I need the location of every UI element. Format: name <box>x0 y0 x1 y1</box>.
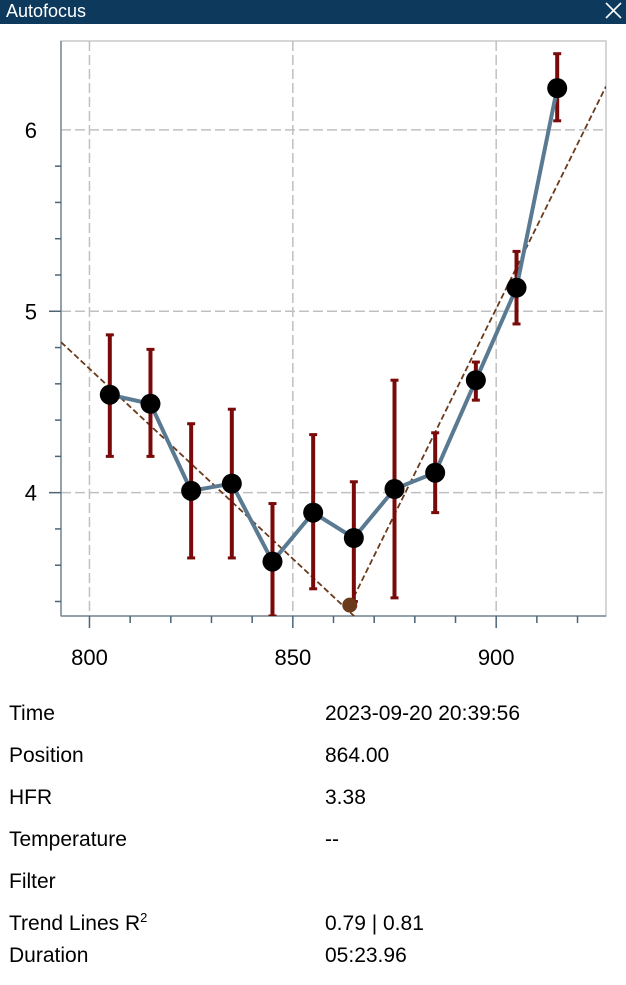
r2-superscript: 2 <box>140 910 148 925</box>
data-point <box>384 479 405 500</box>
minimum-point <box>342 597 358 613</box>
temperature-value: -- <box>325 828 339 851</box>
time-value: 2023-09-20 20:39:56 <box>325 702 520 725</box>
data-point <box>506 277 527 298</box>
title-bar: Autofocus <box>0 0 626 24</box>
data-point <box>262 551 283 572</box>
trend-lines-r2-value: 0.79 | 0.81 <box>325 912 424 935</box>
hfr-label: HFR <box>9 786 53 809</box>
trend-lines-label-text: Trend Lines R <box>9 912 141 935</box>
close-icon[interactable] <box>602 0 624 22</box>
y-tick-label: 4 <box>25 481 37 506</box>
data-point <box>221 473 242 494</box>
data-point <box>343 528 364 549</box>
x-tick-label: 900 <box>478 645 515 670</box>
data-point <box>547 78 568 99</box>
y-tick-label: 6 <box>25 118 37 143</box>
time-label: Time <box>9 702 55 725</box>
x-tick-label: 850 <box>274 645 311 670</box>
y-tick-label: 5 <box>25 299 37 324</box>
trend-lines-r2-label: Trend Lines R2 <box>9 911 147 937</box>
data-point <box>140 393 161 414</box>
plot-content <box>61 52 606 616</box>
right-trend-line <box>348 85 606 606</box>
plot-frame <box>60 40 607 617</box>
window-title: Autofocus <box>6 1 87 21</box>
data-point <box>303 502 324 523</box>
data-point <box>181 480 202 501</box>
duration-value: 05:23.96 <box>325 944 407 967</box>
autofocus-chart: 800 850 900 4 5 6 <box>25 40 607 670</box>
filter-label: Filter <box>9 870 56 893</box>
hfr-value: 3.38 <box>325 786 366 809</box>
duration-label: Duration <box>9 944 89 967</box>
temperature-label: Temperature <box>9 828 127 851</box>
focus-curve-line <box>109 87 560 564</box>
data-point <box>425 462 446 483</box>
data-point <box>99 384 120 405</box>
position-value: 864.00 <box>325 744 390 767</box>
data-point <box>465 370 486 391</box>
x-tick-label: 800 <box>71 645 108 670</box>
position-label: Position <box>9 744 84 767</box>
